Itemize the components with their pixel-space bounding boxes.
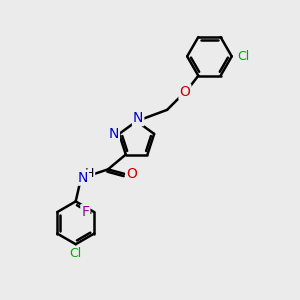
Text: N: N	[109, 127, 119, 141]
Text: O: O	[179, 85, 191, 99]
Text: O: O	[126, 167, 137, 181]
Text: Cl: Cl	[70, 247, 82, 260]
Text: H: H	[85, 167, 94, 180]
Text: F: F	[81, 205, 89, 219]
Text: N: N	[133, 111, 143, 125]
Text: N: N	[77, 171, 88, 185]
Text: Cl: Cl	[237, 50, 249, 63]
